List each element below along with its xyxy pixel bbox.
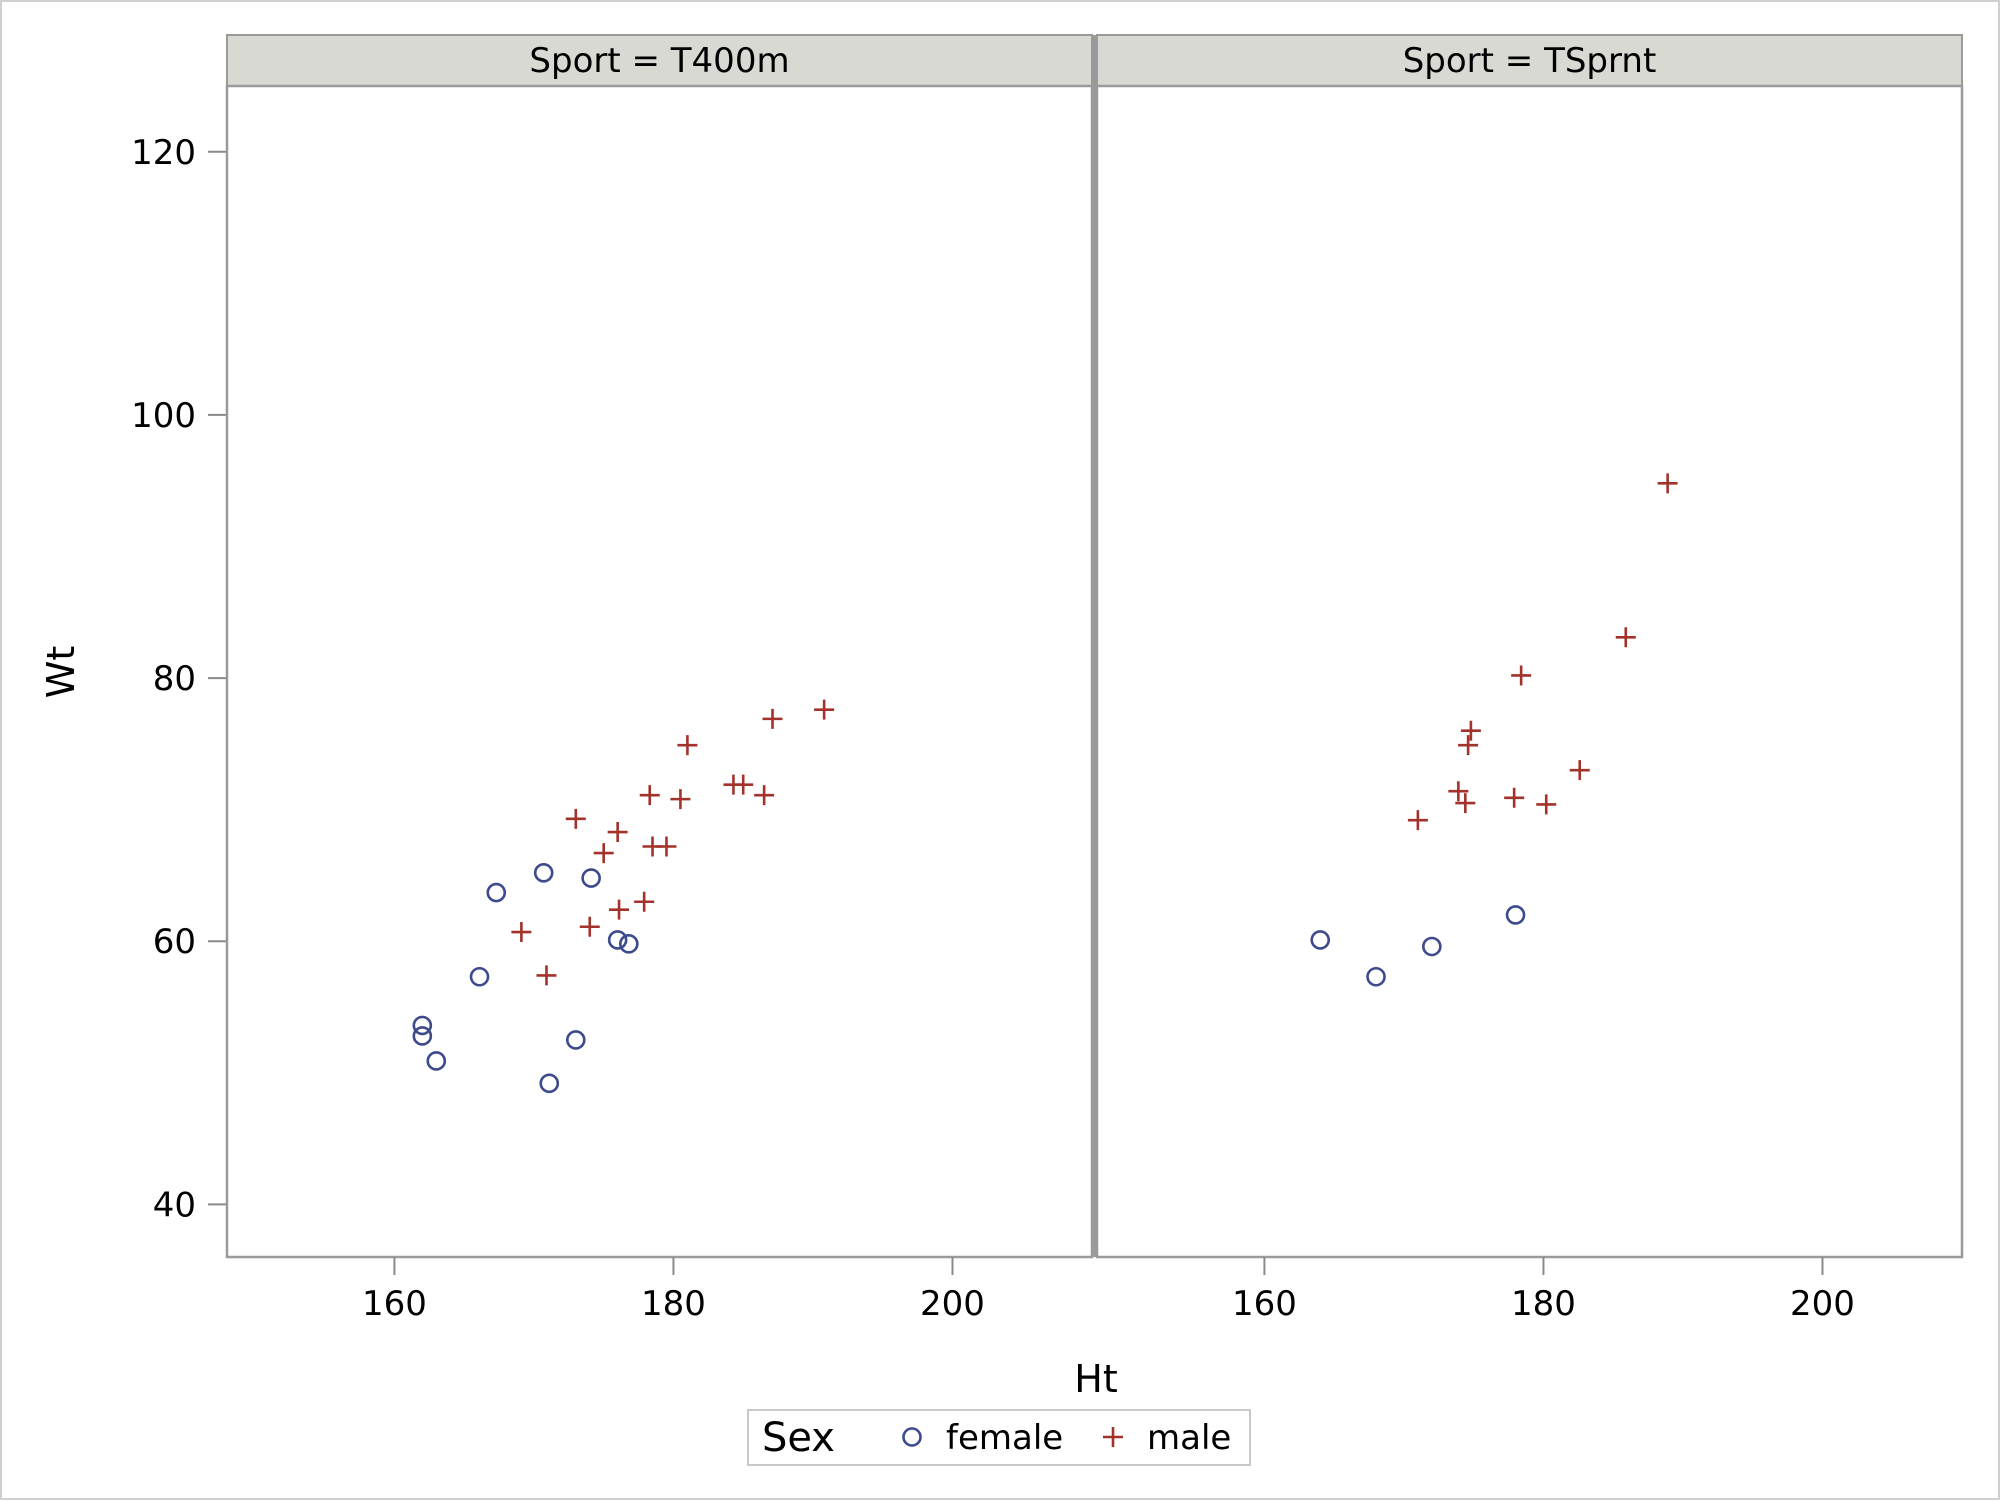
data-point-male	[511, 922, 532, 943]
legend-box	[747, 1409, 1251, 1466]
data-point-male	[1504, 787, 1525, 808]
data-point-male	[1569, 760, 1590, 781]
y-tick-label: 60	[153, 922, 196, 962]
data-point-male	[1615, 627, 1636, 648]
x-tick-label: 200	[920, 1284, 985, 1324]
data-point-female	[619, 934, 639, 954]
data-point-male	[579, 916, 600, 937]
data-point-female	[486, 882, 507, 903]
data-point-male	[634, 891, 655, 912]
data-point-female	[565, 1030, 586, 1050]
data-point-female	[412, 1015, 433, 1036]
panel-1: Sport = T400m 160 180 200	[225, 34, 1094, 1324]
data-point-female	[607, 930, 628, 950]
panel-title: Sport = TSprnt	[1403, 41, 1657, 81]
panel-title: Sport = T400m	[529, 41, 789, 81]
x-tick-label: 180	[641, 1284, 706, 1324]
x-axis-label: Ht	[1074, 1357, 1117, 1401]
x-tick-label: 200	[1790, 1284, 1855, 1324]
legend-marker-male	[1103, 1427, 1123, 1447]
data-point-male	[1407, 810, 1428, 831]
data-point-male	[1448, 781, 1469, 802]
data-point-male	[1460, 720, 1481, 741]
data-point-female	[1505, 905, 1526, 925]
data-point-female	[581, 868, 601, 888]
data-point-male	[1536, 794, 1557, 815]
data-point-male	[593, 843, 614, 864]
y-tick-label: 40	[153, 1185, 196, 1225]
panel-plot-area	[225, 84, 1094, 1259]
panel-plot-area	[1095, 84, 1964, 1259]
y-axis-label: Wt	[39, 646, 83, 698]
data-point-male	[754, 785, 775, 806]
legend-title: Sex	[762, 1415, 835, 1461]
x-tick-label: 160	[362, 1284, 427, 1324]
data-point-male	[762, 708, 783, 729]
data-point-female	[469, 966, 490, 987]
data-point-male	[1657, 473, 1678, 494]
legend-marker-female	[902, 1427, 922, 1447]
data-point-male	[1458, 735, 1479, 756]
data-point-male	[639, 785, 660, 806]
data-point-male	[733, 774, 754, 795]
data-point-male	[1511, 665, 1532, 686]
data-point-male	[656, 836, 677, 857]
data-point-male	[565, 808, 586, 829]
x-tick-label: 160	[1232, 1284, 1297, 1324]
panel-header	[1096, 34, 1963, 87]
data-point-male	[609, 899, 630, 920]
data-point-male	[814, 699, 835, 720]
data-point-male	[607, 822, 628, 843]
y-tick-label: 80	[153, 659, 196, 699]
data-point-female	[539, 1073, 560, 1094]
data-point-female	[412, 1026, 433, 1046]
x-tick-label: 180	[1511, 1284, 1576, 1324]
legend: Sex female male	[747, 1409, 1251, 1466]
data-point-male	[1455, 793, 1476, 814]
data-point-female	[1366, 966, 1386, 987]
panel-2: Sport = TSprnt 160 180 200	[1095, 34, 1964, 1324]
data-point-male	[670, 789, 691, 810]
data-point-male	[677, 735, 698, 756]
panel-header	[226, 34, 1093, 87]
data-point-female	[1422, 936, 1442, 957]
legend-label-male: male	[1147, 1418, 1231, 1458]
data-point-female	[1310, 930, 1331, 950]
y-tick-label: 100	[131, 396, 196, 436]
data-point-female	[426, 1051, 447, 1071]
data-point-female	[533, 863, 554, 883]
y-tick-label: 120	[131, 133, 196, 173]
legend-label-female: female	[946, 1418, 1063, 1458]
data-point-male	[536, 965, 557, 986]
